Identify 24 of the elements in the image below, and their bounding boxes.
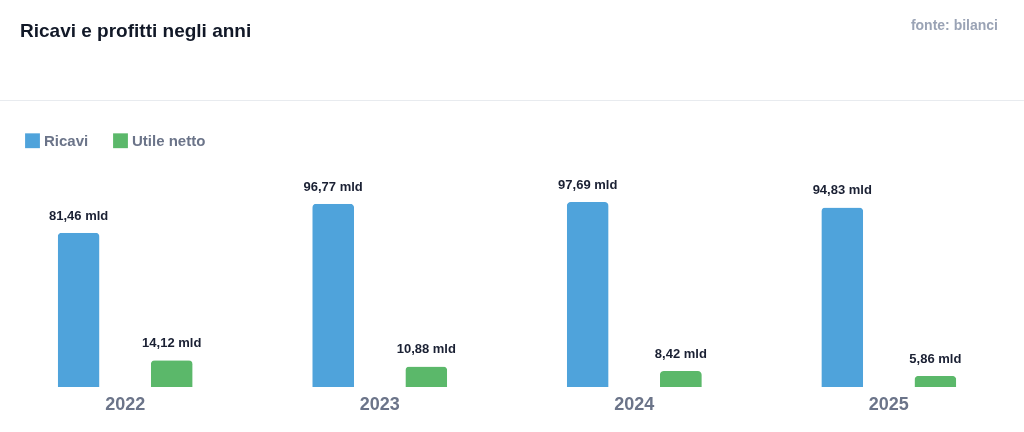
- data-label: 5,86 mld: [909, 350, 962, 366]
- x-tick-label: 2023: [359, 393, 400, 414]
- chart-title: Ricavi e profitti negli anni: [20, 20, 252, 42]
- bar: [914, 375, 957, 387]
- data-label: 94,83 mld: [812, 182, 872, 198]
- data-label: 8,42 mld: [654, 346, 707, 362]
- data-label: 81,46 mld: [48, 207, 109, 223]
- legend-label: Utile netto: [132, 131, 206, 149]
- data-label: 96,77 mld: [303, 178, 363, 194]
- source-note: fonte: bilanci: [910, 17, 998, 33]
- data-label: 10,88 mld: [396, 341, 456, 357]
- bar: [659, 371, 702, 387]
- bar: [566, 202, 609, 387]
- bar: [312, 203, 355, 387]
- x-tick-label: 2022: [105, 393, 146, 414]
- data-label: 14,12 mld: [142, 335, 202, 351]
- bar: [821, 207, 864, 387]
- bar: [405, 366, 448, 387]
- legend-label: Ricavi: [44, 131, 89, 149]
- x-tick-label: 2024: [614, 393, 655, 414]
- bar: [150, 360, 193, 387]
- bar: [57, 232, 100, 387]
- x-tick-label: 2025: [868, 393, 909, 414]
- data-label: 97,69 mld: [558, 177, 618, 192]
